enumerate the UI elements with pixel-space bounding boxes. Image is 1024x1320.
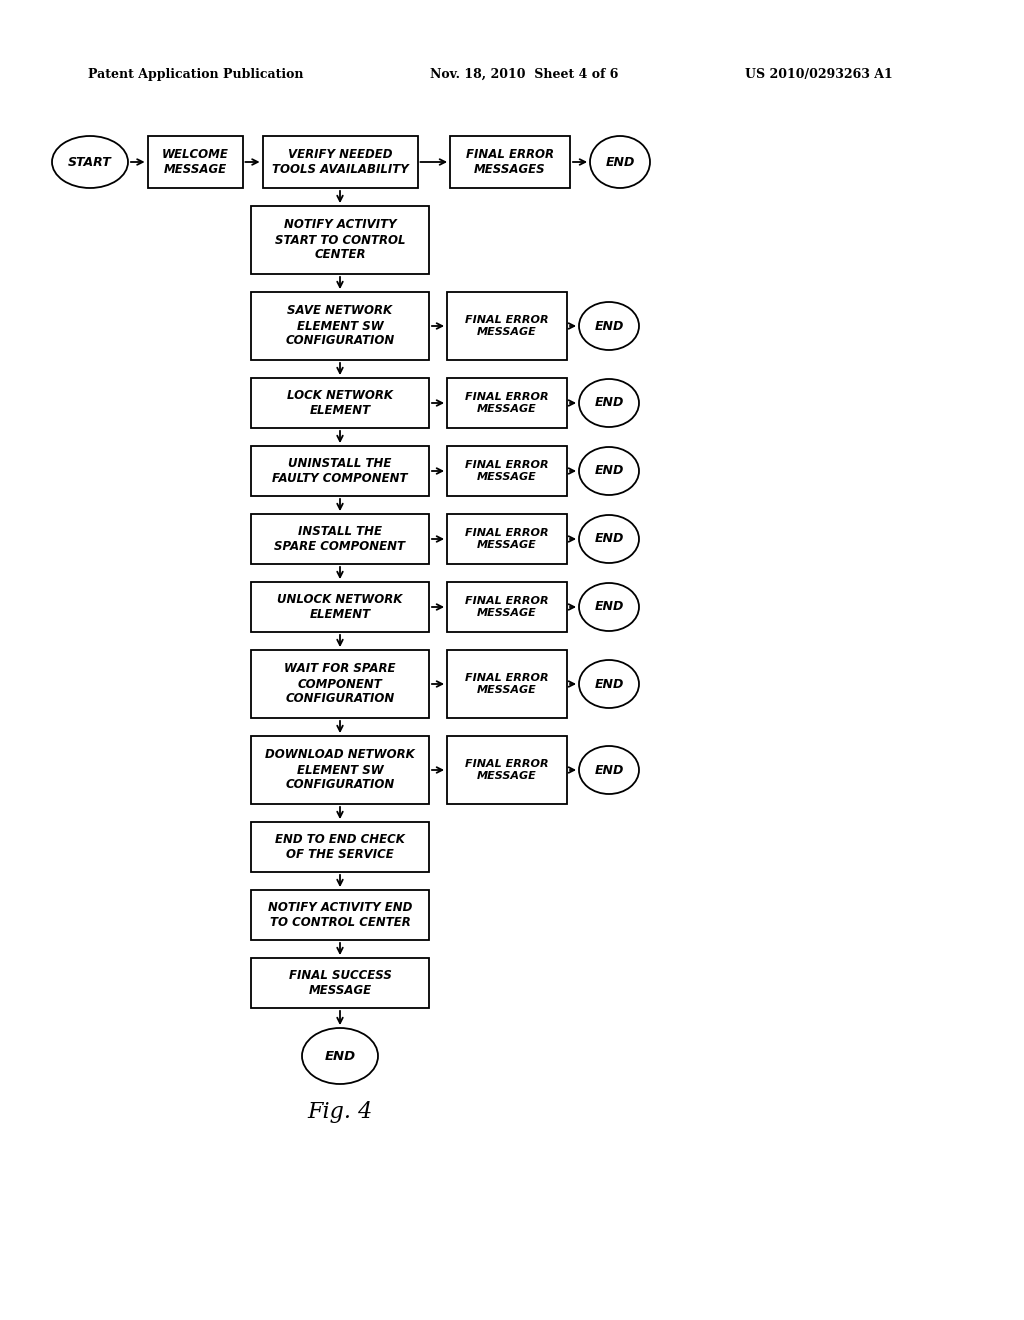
FancyBboxPatch shape (447, 378, 567, 428)
Ellipse shape (579, 660, 639, 708)
Ellipse shape (302, 1028, 378, 1084)
FancyBboxPatch shape (447, 582, 567, 632)
FancyBboxPatch shape (251, 890, 429, 940)
FancyBboxPatch shape (251, 649, 429, 718)
Text: FINAL ERROR
MESSAGE: FINAL ERROR MESSAGE (465, 673, 549, 694)
FancyBboxPatch shape (251, 737, 429, 804)
Ellipse shape (579, 302, 639, 350)
FancyBboxPatch shape (251, 822, 429, 873)
Text: SAVE NETWORK
ELEMENT SW
CONFIGURATION: SAVE NETWORK ELEMENT SW CONFIGURATION (286, 305, 394, 347)
Text: LOCK NETWORK
ELEMENT: LOCK NETWORK ELEMENT (287, 389, 393, 417)
Text: FINAL ERROR
MESSAGES: FINAL ERROR MESSAGES (466, 148, 554, 176)
Ellipse shape (579, 447, 639, 495)
Text: END: END (605, 156, 635, 169)
FancyBboxPatch shape (251, 378, 429, 428)
Text: US 2010/0293263 A1: US 2010/0293263 A1 (745, 69, 893, 81)
FancyBboxPatch shape (447, 513, 567, 564)
FancyBboxPatch shape (447, 292, 567, 360)
Text: END: END (594, 677, 624, 690)
Text: WELCOME
MESSAGE: WELCOME MESSAGE (162, 148, 228, 176)
Text: END: END (594, 319, 624, 333)
Text: END: END (594, 763, 624, 776)
FancyBboxPatch shape (147, 136, 243, 187)
Ellipse shape (52, 136, 128, 187)
Ellipse shape (579, 515, 639, 564)
FancyBboxPatch shape (447, 446, 567, 496)
Ellipse shape (579, 379, 639, 426)
Ellipse shape (579, 583, 639, 631)
Text: Fig. 4: Fig. 4 (307, 1101, 373, 1123)
Text: NOTIFY ACTIVITY
START TO CONTROL
CENTER: NOTIFY ACTIVITY START TO CONTROL CENTER (274, 219, 406, 261)
Text: Patent Application Publication: Patent Application Publication (88, 69, 303, 81)
Text: UNLOCK NETWORK
ELEMENT: UNLOCK NETWORK ELEMENT (278, 593, 402, 620)
FancyBboxPatch shape (450, 136, 570, 187)
Text: WAIT FOR SPARE
COMPONENT
CONFIGURATION: WAIT FOR SPARE COMPONENT CONFIGURATION (285, 663, 395, 705)
FancyBboxPatch shape (251, 513, 429, 564)
Text: UNINSTALL THE
FAULTY COMPONENT: UNINSTALL THE FAULTY COMPONENT (272, 457, 408, 484)
Text: END: END (594, 532, 624, 545)
FancyBboxPatch shape (251, 292, 429, 360)
Text: FINAL ERROR
MESSAGE: FINAL ERROR MESSAGE (465, 759, 549, 781)
Text: FINAL ERROR
MESSAGE: FINAL ERROR MESSAGE (465, 392, 549, 413)
FancyBboxPatch shape (262, 136, 418, 187)
FancyBboxPatch shape (251, 958, 429, 1008)
FancyBboxPatch shape (251, 582, 429, 632)
Text: FINAL ERROR
MESSAGE: FINAL ERROR MESSAGE (465, 461, 549, 482)
FancyBboxPatch shape (447, 649, 567, 718)
Text: END: END (594, 396, 624, 409)
FancyBboxPatch shape (251, 446, 429, 496)
Ellipse shape (579, 746, 639, 795)
Text: FINAL ERROR
MESSAGE: FINAL ERROR MESSAGE (465, 315, 549, 337)
Text: NOTIFY ACTIVITY END
TO CONTROL CENTER: NOTIFY ACTIVITY END TO CONTROL CENTER (268, 902, 413, 929)
Ellipse shape (590, 136, 650, 187)
Text: END: END (594, 465, 624, 478)
Text: FINAL ERROR
MESSAGE: FINAL ERROR MESSAGE (465, 528, 549, 550)
Text: DOWNLOAD NETWORK
ELEMENT SW
CONFIGURATION: DOWNLOAD NETWORK ELEMENT SW CONFIGURATIO… (265, 748, 415, 792)
FancyBboxPatch shape (447, 737, 567, 804)
Text: START: START (69, 156, 112, 169)
Text: FINAL ERROR
MESSAGE: FINAL ERROR MESSAGE (465, 597, 549, 618)
Text: VERIFY NEEDED
TOOLS AVAILABILITY: VERIFY NEEDED TOOLS AVAILABILITY (271, 148, 409, 176)
Text: END: END (325, 1049, 355, 1063)
Text: FINAL SUCCESS
MESSAGE: FINAL SUCCESS MESSAGE (289, 969, 391, 997)
Text: Nov. 18, 2010  Sheet 4 of 6: Nov. 18, 2010 Sheet 4 of 6 (430, 69, 618, 81)
FancyBboxPatch shape (251, 206, 429, 275)
Text: END TO END CHECK
OF THE SERVICE: END TO END CHECK OF THE SERVICE (275, 833, 404, 861)
Text: INSTALL THE
SPARE COMPONENT: INSTALL THE SPARE COMPONENT (274, 525, 406, 553)
Text: END: END (594, 601, 624, 614)
